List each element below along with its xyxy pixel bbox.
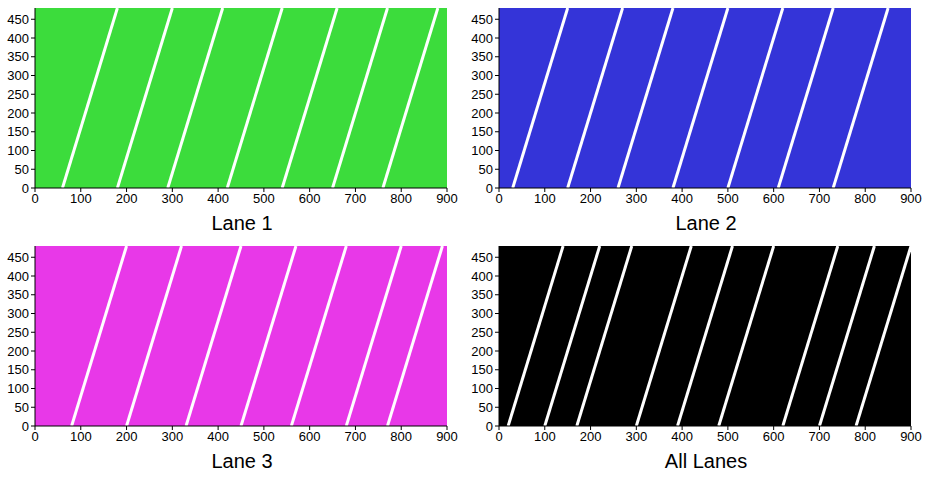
svg-text:500: 500 [717,429,739,444]
svg-text:300: 300 [625,429,647,444]
svg-text:450: 450 [471,12,493,27]
html-text:All Lanes: All Lanes [664,450,748,472]
svg-text:700: 700 [345,191,367,206]
svg-text:0: 0 [22,419,29,434]
svg-text:600: 600 [763,429,785,444]
svg-text:100: 100 [70,191,92,206]
svg-text:100: 100 [471,143,493,158]
svg-text:250: 250 [7,87,29,102]
svg-text:200: 200 [116,429,138,444]
svg-text:100: 100 [7,143,29,158]
svg-text:50: 50 [15,400,29,415]
svg-text:50: 50 [15,162,29,177]
svg-text:200: 200 [580,429,602,444]
svg-text:250: 250 [471,325,493,340]
svg-text:250: 250 [471,87,493,102]
svg-text:500: 500 [253,191,275,206]
svg-text:0: 0 [495,429,502,444]
svg-text:350: 350 [7,49,29,64]
svg-text:300: 300 [7,306,29,321]
svg-text:800: 800 [854,191,876,206]
html-text:Lane 2: Lane 2 [675,212,737,234]
svg-text:500: 500 [253,429,275,444]
html-text:Lane 3: Lane 3 [211,450,273,472]
svg-text:250: 250 [7,325,29,340]
html-text:Lane 1: Lane 1 [211,212,273,234]
svg-text:400: 400 [7,269,29,284]
svg-text:500: 500 [717,191,739,206]
svg-text:300: 300 [161,429,183,444]
svg-text:800: 800 [390,429,412,444]
svg-text:400: 400 [471,269,493,284]
svg-text:400: 400 [671,191,693,206]
svg-text:900: 900 [436,191,458,206]
svg-text:100: 100 [534,429,556,444]
svg-text:200: 200 [7,344,29,359]
svg-text:0: 0 [31,191,38,206]
svg-text:400: 400 [471,31,493,46]
svg-text:0: 0 [22,181,29,196]
svg-text:400: 400 [7,31,29,46]
svg-text:300: 300 [471,68,493,83]
svg-text:400: 400 [671,429,693,444]
svg-text:450: 450 [7,250,29,265]
svg-text:700: 700 [809,429,831,444]
svg-text:400: 400 [207,191,229,206]
svg-text:0: 0 [486,419,493,434]
svg-text:800: 800 [390,191,412,206]
svg-text:800: 800 [854,429,876,444]
svg-text:50: 50 [479,162,493,177]
svg-text:300: 300 [625,191,647,206]
svg-text:0: 0 [486,181,493,196]
svg-text:300: 300 [161,191,183,206]
svg-text:450: 450 [7,12,29,27]
svg-text:100: 100 [7,381,29,396]
svg-text:600: 600 [763,191,785,206]
svg-text:200: 200 [471,106,493,121]
svg-text:900: 900 [900,429,922,444]
svg-text:300: 300 [7,68,29,83]
svg-text:300: 300 [471,306,493,321]
svg-text:150: 150 [7,124,29,139]
svg-text:200: 200 [7,106,29,121]
svg-text:900: 900 [436,429,458,444]
svg-text:600: 600 [299,429,321,444]
svg-text:100: 100 [70,429,92,444]
svg-text:350: 350 [471,287,493,302]
svg-text:600: 600 [299,191,321,206]
svg-text:700: 700 [345,429,367,444]
svg-text:900: 900 [900,191,922,206]
svg-text:400: 400 [207,429,229,444]
svg-text:100: 100 [471,381,493,396]
svg-text:100: 100 [534,191,556,206]
svg-text:0: 0 [31,429,38,444]
svg-text:150: 150 [7,362,29,377]
svg-text:350: 350 [471,49,493,64]
svg-text:150: 150 [471,362,493,377]
svg-text:0: 0 [495,191,502,206]
svg-text:50: 50 [479,400,493,415]
svg-text:200: 200 [471,344,493,359]
svg-text:200: 200 [116,191,138,206]
svg-text:450: 450 [471,250,493,265]
svg-text:150: 150 [471,124,493,139]
svg-text:350: 350 [7,287,29,302]
svg-text:200: 200 [580,191,602,206]
svg-text:700: 700 [809,191,831,206]
